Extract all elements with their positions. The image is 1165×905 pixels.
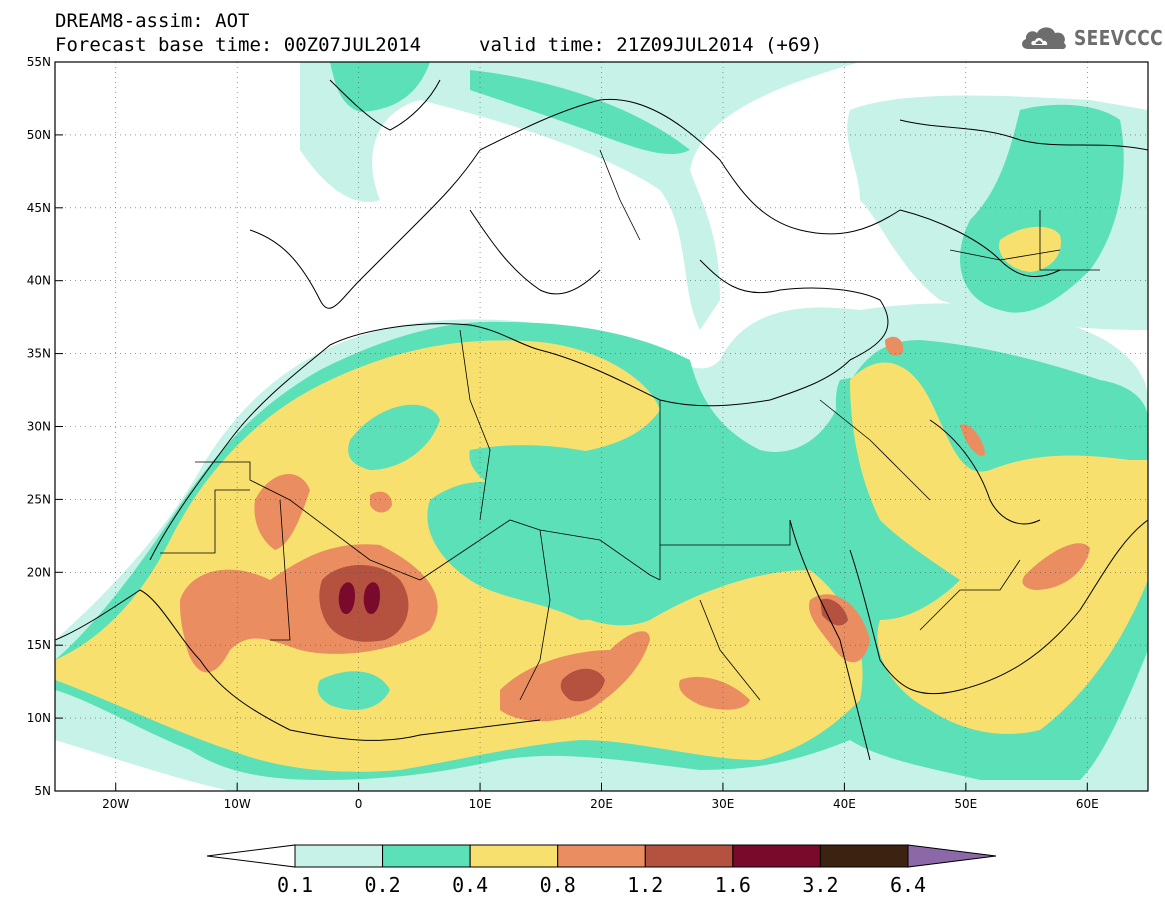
longitude-axis: 20W 10W 0 10E 20E 30E 40E 50E 60E	[102, 783, 1099, 811]
y-tick-label: 40N	[27, 274, 51, 288]
logo-text: SEEVCCC	[1074, 26, 1164, 50]
y-tick-label: 35N	[27, 347, 51, 361]
x-tick-label: 30E	[712, 797, 735, 811]
x-tick-label: 20E	[590, 797, 613, 811]
y-tick-label: 55N	[27, 55, 51, 69]
valid-time: valid time: 21Z09JUL2014 (+69)	[479, 34, 823, 56]
seevccc-logo: SEEVCCC	[1018, 22, 1165, 54]
y-tick-label: 15N	[27, 638, 51, 652]
x-tick-label: 40E	[833, 797, 856, 811]
cloud-icon	[1022, 27, 1066, 50]
x-tick-label: 10W	[224, 797, 251, 811]
y-tick-label: 50N	[27, 128, 51, 142]
y-tick-label: 5N	[34, 784, 51, 798]
x-tick-label: 50E	[954, 797, 977, 811]
x-tick-label: 20W	[102, 797, 129, 811]
x-tick-label: 60E	[1076, 797, 1099, 811]
latitude-axis: 5N 10N 15N 20N 25N 30N 35N 40N 45N 50N 55N	[27, 55, 63, 798]
coastlines	[55, 79, 1148, 761]
y-tick-label: 20N	[27, 565, 51, 579]
forecast-times: Forecast base time: 00Z07JUL2014 valid ti…	[55, 34, 822, 56]
x-tick-label: 0	[355, 797, 363, 811]
y-tick-label: 25N	[27, 492, 51, 506]
borders	[160, 149, 1100, 701]
aot-field-1.6	[338, 582, 380, 615]
map-grid	[55, 62, 1148, 791]
y-tick-label: 45N	[27, 201, 51, 215]
map-title: DREAM8-assim: AOT	[55, 10, 250, 32]
x-tick-label: 10E	[469, 797, 492, 811]
y-tick-label: 10N	[27, 711, 51, 725]
y-tick-label: 30N	[27, 420, 51, 434]
aot-field-0.2-inner	[317, 404, 760, 710]
base-time: Forecast base time: 00Z07JUL2014	[55, 34, 422, 56]
aot-field-1.2	[319, 565, 848, 702]
